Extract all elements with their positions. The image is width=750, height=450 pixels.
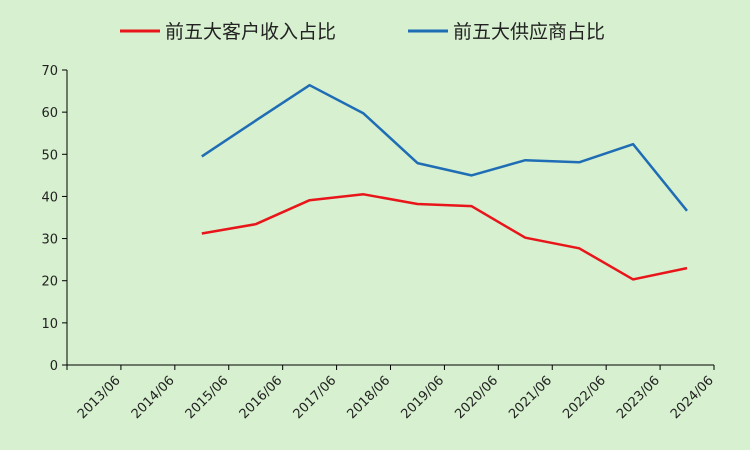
series-group: [201, 83, 688, 281]
x-tick-label: 2014/06: [129, 373, 178, 422]
x-tick-label: 2021/06: [506, 373, 555, 422]
series-line-1: [201, 193, 688, 281]
y-tick-label: 20: [41, 275, 58, 290]
y-tick-label: 40: [41, 190, 58, 205]
y-tick-label: 50: [41, 148, 58, 163]
y-tick-label: 30: [41, 233, 58, 248]
x-tick-label: 2018/06: [345, 373, 394, 422]
legend-label-2: 前五大供应商占比: [453, 21, 605, 43]
x-tick-label: 2023/06: [614, 373, 663, 422]
series-line-2: [201, 83, 688, 212]
x-tick-label: 2020/06: [452, 373, 501, 422]
x-tick-label: 2015/06: [183, 373, 232, 422]
y-tick-label: 60: [41, 106, 58, 121]
legend-label-1: 前五大客户收入占比: [165, 21, 336, 43]
y-tick-label: 10: [41, 317, 58, 332]
y-tick-label: 70: [41, 64, 58, 79]
y-tick-label: 0: [50, 359, 58, 374]
x-tick-label: 2024/06: [668, 373, 717, 422]
axes: 0 10 20 30 40 50 60 70 2013/06 2014/06 2015/06 2016…: [41, 64, 716, 422]
x-tick-label: 2017/06: [291, 373, 340, 422]
x-tick-label: 2019/06: [398, 373, 447, 422]
legend: 前五大客户收入占比 前五大供应商占比: [120, 21, 605, 43]
x-tick-label: 2022/06: [560, 373, 609, 422]
x-tick-label: 2016/06: [237, 373, 286, 422]
x-tick-label: 2013/06: [75, 373, 124, 422]
